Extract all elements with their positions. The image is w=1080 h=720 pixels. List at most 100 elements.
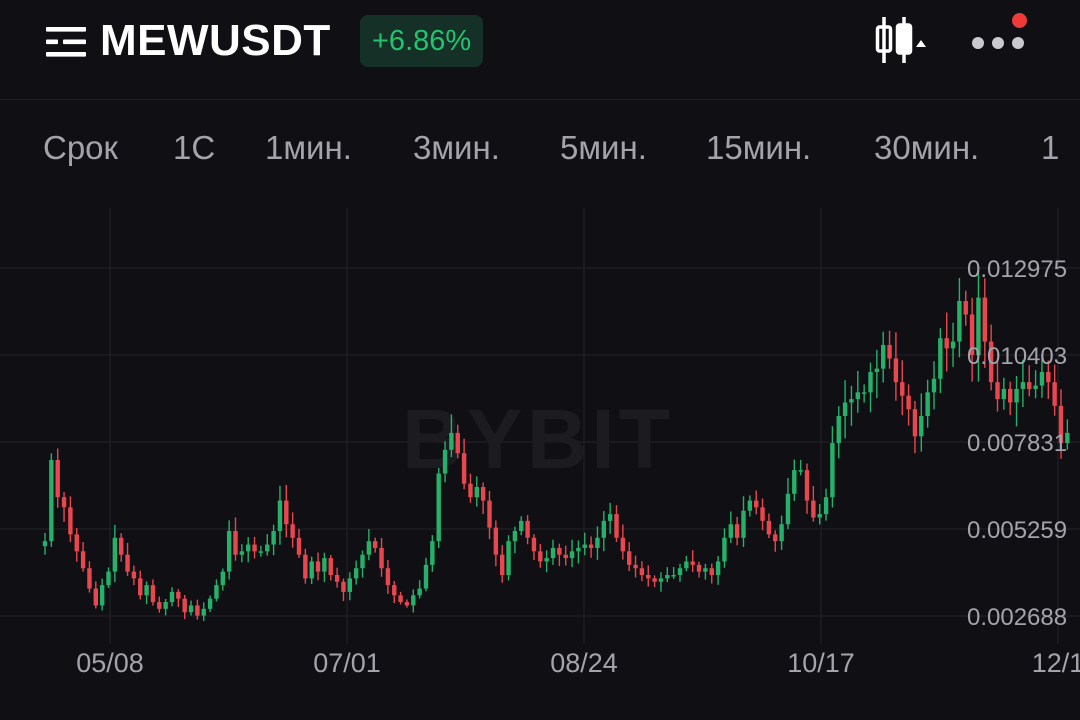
price-chart[interactable]: BYBIT 0.012975 0.010403 0.007831 0.005259 0.…: [0, 196, 1080, 720]
y-axis-tick-label: 0.002688: [967, 604, 1067, 631]
candle-body: [741, 510, 746, 538]
candle-body: [474, 487, 479, 498]
candle-body: [442, 449, 448, 474]
candle-body: [538, 551, 543, 562]
candle-body: [760, 507, 765, 521]
candle-body: [887, 344, 892, 359]
candle-body: [322, 558, 327, 572]
candle-body: [487, 500, 492, 528]
candle-body: [690, 561, 695, 565]
candle-body: [1001, 388, 1007, 400]
candle-body: [74, 534, 79, 552]
candle-body: [595, 537, 600, 548]
candle-body: [201, 608, 206, 616]
candle-body: [125, 554, 130, 572]
candle-body: [423, 564, 429, 589]
candle-body: [931, 378, 937, 393]
candle-body: [512, 531, 518, 542]
candle-body: [709, 568, 714, 575]
candle-body: [138, 578, 143, 596]
candle-body: [919, 416, 924, 437]
tab-1min[interactable]: 1мин.: [265, 129, 352, 166]
candle-body: [747, 500, 753, 511]
candle-body: [823, 497, 829, 515]
timeframe-tabs: Срок 1С 1мин. 3мин. 5мин. 15мин. 30мин. …: [0, 100, 1080, 196]
exchange-watermark: BYBIT: [402, 392, 674, 486]
candle-body: [627, 551, 632, 565]
candle-body: [988, 341, 994, 383]
candle-body: [379, 547, 384, 569]
candle-body: [99, 585, 105, 606]
candle-body: [734, 524, 740, 538]
candle-body: [449, 432, 454, 450]
symbol-name[interactable]: MEWUSDT: [100, 16, 331, 65]
candle-body: [569, 551, 575, 559]
candle-body: [1046, 372, 1051, 383]
candle-body: [398, 595, 403, 603]
candle-body: [150, 585, 156, 603]
candle-body: [849, 399, 854, 403]
candle-body: [461, 453, 467, 484]
candle-body: [430, 541, 435, 565]
candle-body: [766, 520, 772, 535]
tab-1s[interactable]: 1С: [173, 129, 216, 166]
candle-body: [785, 493, 791, 525]
tab-5min[interactable]: 5мин.: [560, 129, 647, 166]
candle-body: [804, 470, 810, 501]
candle-body: [55, 459, 60, 498]
candle-body: [468, 483, 473, 498]
tab-1h-partial[interactable]: 1: [1041, 129, 1060, 166]
candle-body: [982, 297, 987, 342]
candle-body: [652, 578, 657, 582]
candle-body: [665, 574, 670, 579]
candle-body: [157, 602, 162, 609]
candle-body: [176, 591, 181, 599]
tab-period[interactable]: Срок: [43, 129, 118, 166]
candle-body: [61, 497, 67, 508]
candle-body: [239, 551, 245, 555]
candlestick-icon[interactable]: [872, 14, 928, 66]
candle-body: [696, 564, 702, 572]
candle-body: [1020, 382, 1026, 389]
candle-body: [544, 558, 549, 562]
candle-body: [1039, 372, 1045, 386]
x-axis-tick-label: 12/1: [1032, 648, 1080, 678]
tab-3min[interactable]: 3мин.: [413, 129, 500, 166]
candle-body: [87, 568, 92, 589]
more-options-button[interactable]: [966, 10, 1030, 60]
candle-body: [258, 551, 264, 553]
candle-body: [779, 524, 784, 542]
tab-15min[interactable]: 15мин.: [706, 129, 812, 166]
candle-body: [68, 507, 73, 535]
candle-body: [1014, 388, 1019, 403]
candle-body: [106, 571, 111, 586]
tab-30min[interactable]: 30мин.: [874, 129, 980, 166]
candle-body: [328, 558, 333, 575]
candle-body: [938, 338, 943, 379]
candle-body: [582, 544, 587, 548]
candle-body: [912, 409, 918, 437]
menu-list-icon[interactable]: [46, 26, 88, 58]
candle-body: [347, 578, 352, 592]
candle-body: [506, 541, 511, 575]
candle-body: [855, 392, 860, 400]
candle-body: [633, 564, 638, 569]
candle-body: [334, 574, 340, 582]
candle-body: [925, 392, 930, 417]
candle-body: [950, 341, 956, 349]
y-axis-tick-label: 0.007831: [967, 430, 1067, 457]
candle-body: [563, 554, 568, 559]
candlestick-chart-svg[interactable]: BYBIT 0.012975 0.010403 0.007831 0.005259 0.…: [0, 196, 1080, 720]
candle-body: [119, 537, 124, 555]
candle-body: [182, 598, 187, 613]
candle-body: [957, 300, 962, 342]
y-axis-tick-label: 0.005259: [967, 517, 1067, 544]
candle-body: [646, 574, 651, 579]
x-axis-tick-label: 10/17: [787, 648, 855, 678]
candle-body: [773, 534, 778, 542]
candle-body: [677, 568, 683, 575]
candle-body: [252, 544, 257, 552]
candle-body: [811, 500, 816, 518]
candle-body: [671, 574, 676, 577]
candle-body: [233, 531, 238, 555]
